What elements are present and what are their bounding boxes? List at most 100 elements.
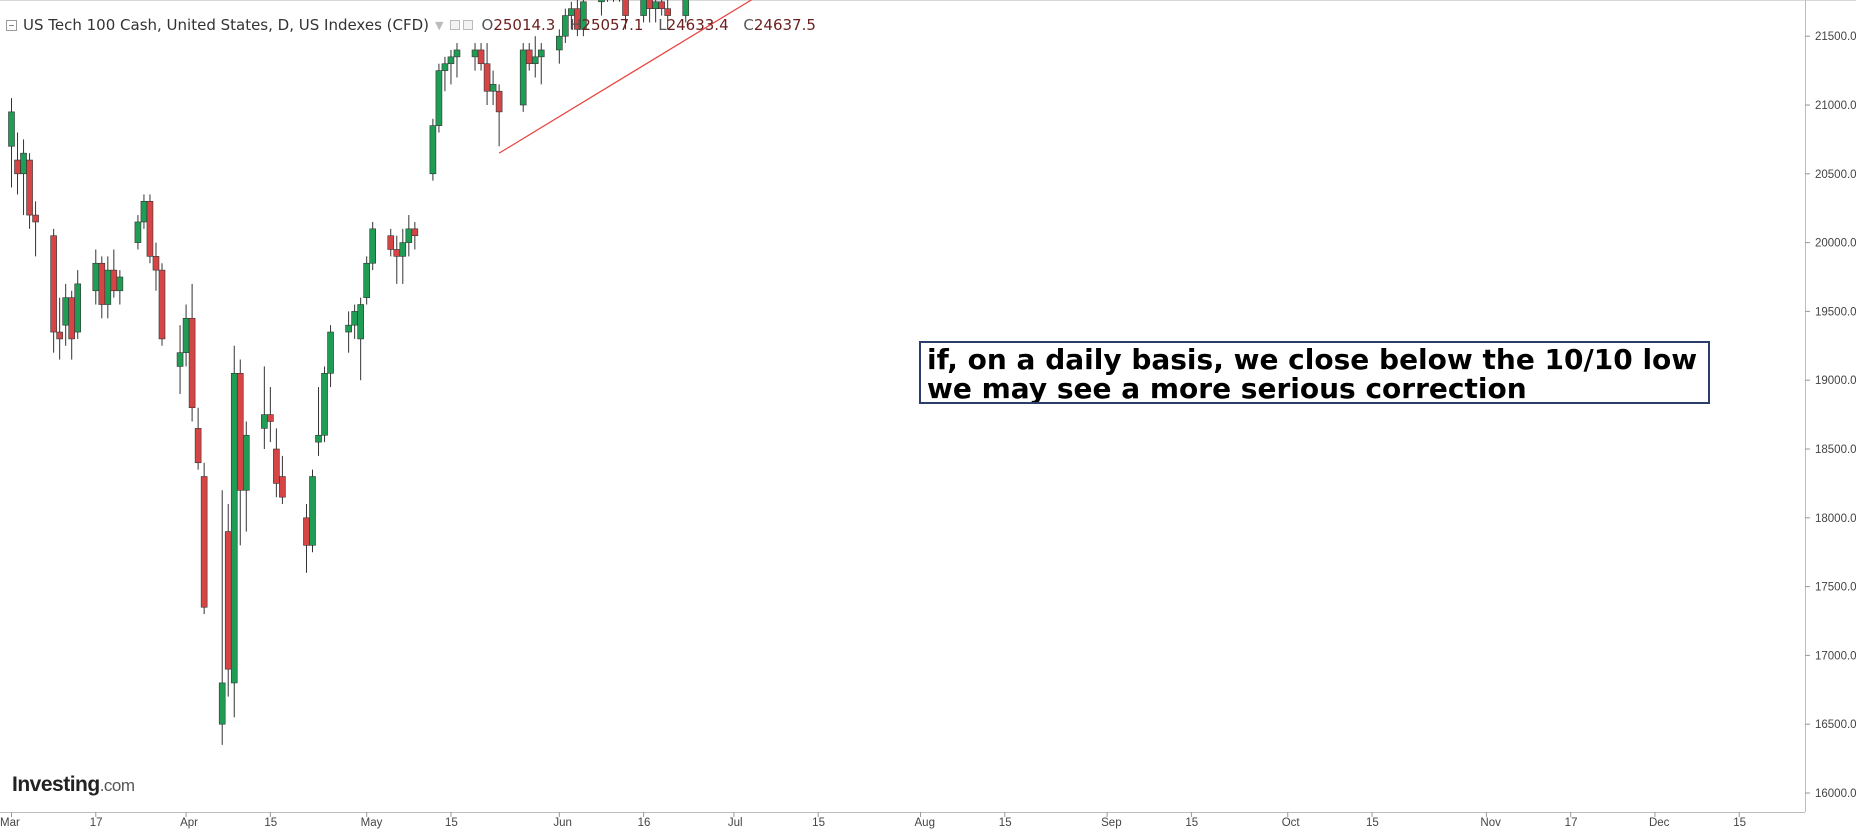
low-value: 24633.4 xyxy=(666,16,729,34)
chevron-down-icon[interactable]: ▼ xyxy=(435,18,444,32)
candle-body xyxy=(477,49,485,65)
candle-body xyxy=(447,56,455,65)
high-value: 25057.1 xyxy=(581,16,644,34)
candle xyxy=(664,0,671,30)
candle-body xyxy=(471,49,479,58)
visibility-icon[interactable] xyxy=(449,20,460,30)
candle-body xyxy=(110,269,118,292)
candle-body xyxy=(146,201,154,257)
candle-body xyxy=(658,1,665,9)
candle xyxy=(477,43,485,71)
candle-body xyxy=(273,448,280,484)
x-tick-label: 15 xyxy=(264,817,277,829)
logo-main: Investing xyxy=(12,773,100,796)
x-tick-label: 15 xyxy=(1185,817,1198,829)
candle xyxy=(14,132,21,195)
high-label: H xyxy=(570,16,582,34)
candle-body xyxy=(598,0,605,3)
candle xyxy=(315,387,322,456)
candle xyxy=(32,201,39,257)
candle-body xyxy=(218,682,226,725)
trendline xyxy=(498,0,753,154)
candle xyxy=(140,194,148,229)
candle xyxy=(62,283,69,346)
candle-body xyxy=(363,262,370,298)
candle-body xyxy=(56,331,63,340)
candle-body xyxy=(393,249,401,257)
candle xyxy=(525,43,533,71)
x-tick-label: 15 xyxy=(1366,817,1379,829)
candle xyxy=(303,504,310,573)
candle xyxy=(146,194,154,264)
candle xyxy=(580,0,587,37)
candle xyxy=(393,235,401,284)
candle xyxy=(50,228,57,353)
annotation-box: if, on a daily basis, we close below the… xyxy=(919,341,1710,404)
candle-body xyxy=(580,1,587,30)
candle-body xyxy=(531,56,539,65)
collapse-icon[interactable] xyxy=(6,19,17,31)
candle xyxy=(74,270,82,339)
candle xyxy=(447,49,455,85)
x-tick-label: Nov xyxy=(1480,817,1501,829)
candle-body xyxy=(261,414,268,429)
candle-body xyxy=(399,242,407,257)
candle xyxy=(357,297,364,381)
annotation-line-1: if, on a daily basis, we close below the… xyxy=(927,343,1698,376)
x-tick-label: Aug xyxy=(915,817,935,829)
candle xyxy=(218,490,226,745)
close-value: 24637.5 xyxy=(753,16,816,34)
candle-body xyxy=(682,0,690,16)
candle-body xyxy=(519,49,527,106)
candle xyxy=(152,242,160,291)
candle-body xyxy=(537,49,545,58)
low-label: L xyxy=(658,16,667,34)
x-tick-label: Apr xyxy=(180,817,198,829)
candle-body xyxy=(20,152,27,175)
x-tick-label: 15 xyxy=(445,817,458,829)
candle-body xyxy=(525,49,533,65)
candle-body xyxy=(405,228,413,243)
candle-body xyxy=(68,297,75,340)
candle-body xyxy=(62,297,69,326)
candle xyxy=(598,0,605,16)
candle-body xyxy=(104,269,112,305)
candle-body xyxy=(176,352,184,367)
candle xyxy=(116,270,124,305)
candle xyxy=(387,228,395,257)
x-tick-label: Jun xyxy=(553,817,572,829)
candle-body xyxy=(435,70,443,126)
x-tick-label: Mar xyxy=(0,817,20,829)
candle xyxy=(622,0,629,30)
x-tick-label: Jul xyxy=(728,817,743,829)
settings-icon[interactable] xyxy=(462,20,473,30)
candle xyxy=(56,297,63,360)
logo-suffix: .com xyxy=(99,776,135,795)
x-tick-label: 16 xyxy=(638,817,651,829)
candle-body xyxy=(357,304,364,340)
candle-body xyxy=(411,228,419,237)
candle xyxy=(321,366,328,443)
candle xyxy=(309,469,316,553)
candle-body xyxy=(194,428,202,464)
candle xyxy=(158,263,166,346)
candle-body xyxy=(140,201,148,223)
open-value: 25014.3 xyxy=(493,16,556,34)
annotation-line-2: we may see a more serious correction xyxy=(927,372,1527,404)
candle xyxy=(562,8,569,44)
candle xyxy=(489,70,497,105)
candle-body xyxy=(200,476,208,608)
candle-body xyxy=(74,283,82,333)
instrument-title: US Tech 100 Cash, United States, D, US I… xyxy=(23,16,430,34)
candle xyxy=(363,256,370,305)
candle xyxy=(369,221,377,271)
candle-body xyxy=(345,324,352,333)
x-tick-label: Dec xyxy=(1649,817,1670,829)
candle xyxy=(345,311,352,353)
candle xyxy=(200,462,208,615)
candle xyxy=(658,0,665,16)
candle-body xyxy=(182,317,190,353)
candle-body xyxy=(495,90,503,113)
